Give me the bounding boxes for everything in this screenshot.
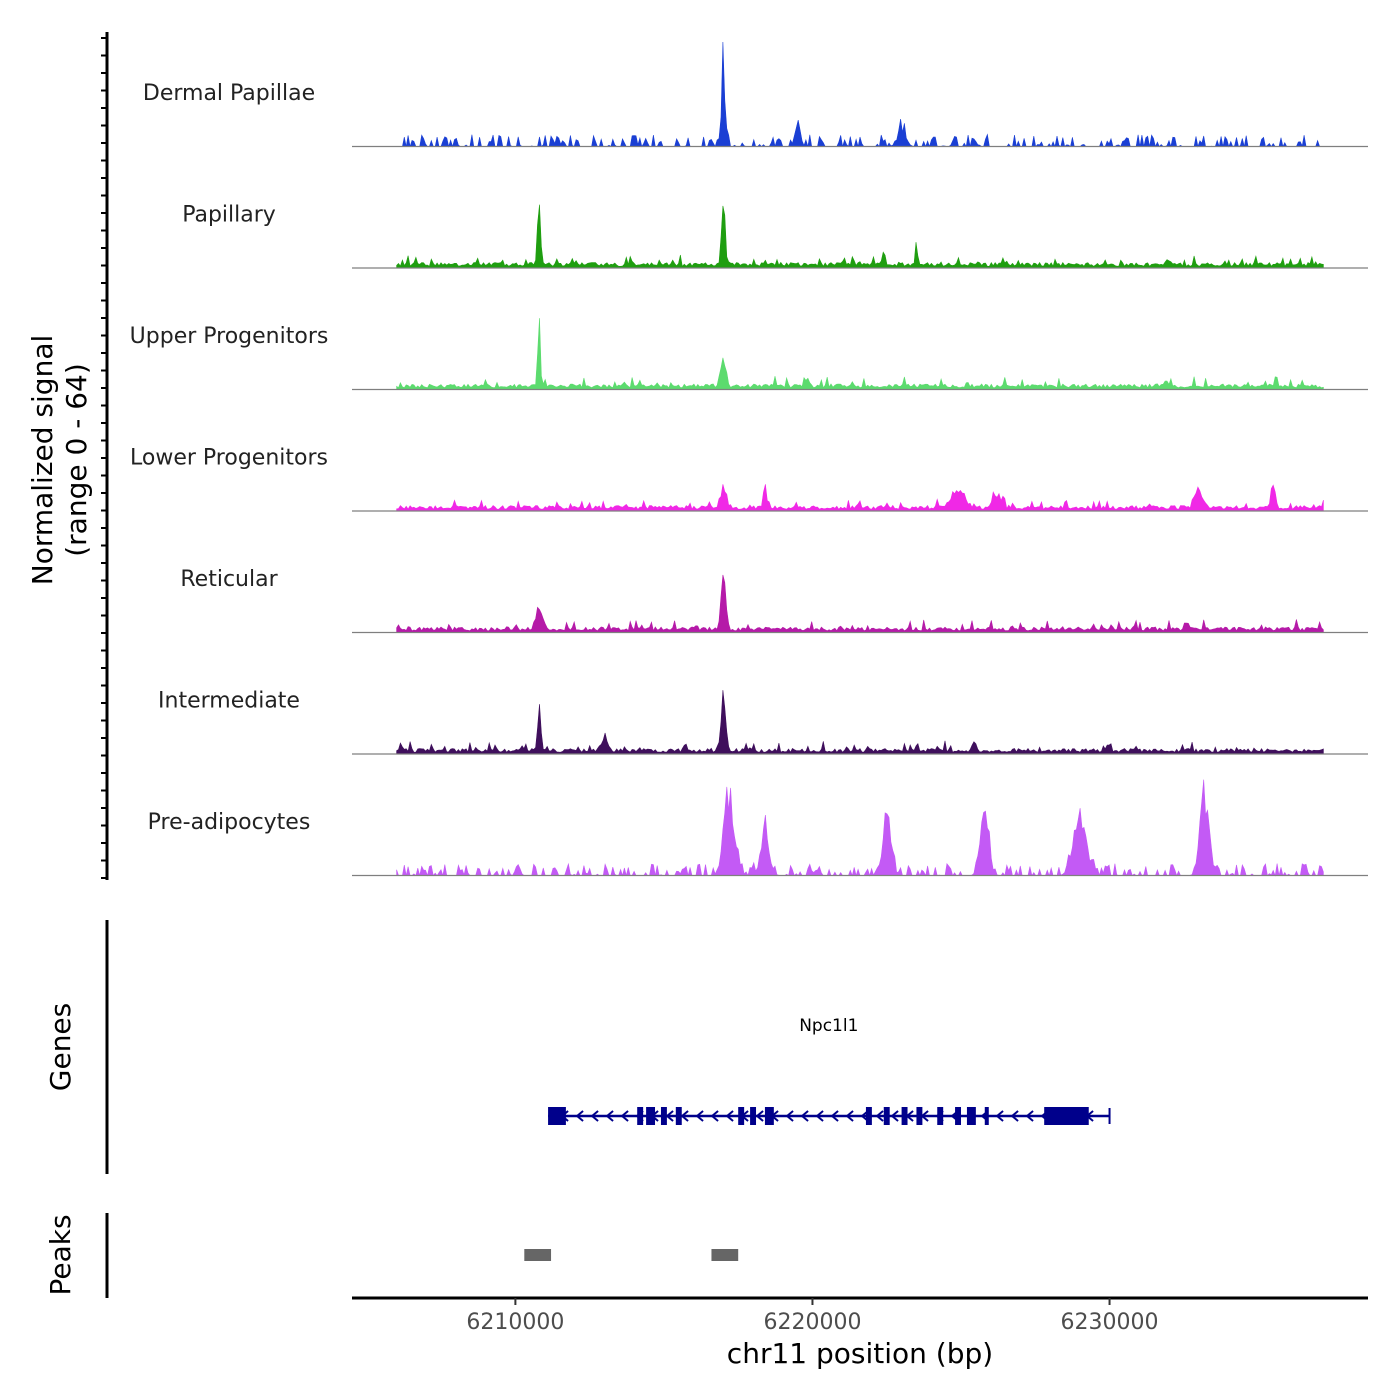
track-papillary: Papillary	[182, 203, 1368, 269]
exon	[1044, 1107, 1089, 1125]
strand-arrow	[695, 1110, 704, 1122]
strand-arrow	[575, 1110, 584, 1122]
strand-arrow	[1010, 1110, 1019, 1122]
strand-arrow	[710, 1110, 719, 1122]
exon	[901, 1107, 908, 1125]
coverage-area	[396, 690, 1324, 755]
exon	[937, 1107, 944, 1125]
gene-track: Npc1l1	[548, 1016, 1111, 1125]
exon	[883, 1107, 890, 1125]
exon	[764, 1107, 774, 1125]
track-label: Papillary	[182, 203, 276, 228]
exon	[660, 1107, 667, 1125]
track-label: Intermediate	[158, 689, 300, 714]
signal-y-axis-ticks	[101, 37, 107, 879]
coverage-area	[396, 204, 1324, 269]
track-label: Reticular	[180, 567, 278, 592]
strand-arrow	[875, 1110, 884, 1122]
x-tick-label: 6220000	[763, 1310, 861, 1335]
coverage-area	[396, 484, 1324, 512]
strand-arrow	[800, 1110, 809, 1122]
strand-arrow	[995, 1110, 1004, 1122]
exon	[916, 1107, 923, 1125]
coverage-area	[396, 318, 1324, 390]
y-axis-title-line1: Normalized signal	[26, 335, 59, 586]
strand-arrow	[815, 1110, 824, 1122]
exon	[646, 1107, 656, 1125]
track-label: Pre-adipocytes	[148, 810, 311, 835]
x-tick-label: 6230000	[1061, 1310, 1159, 1335]
exon	[675, 1107, 682, 1125]
coverage-area	[396, 41, 1324, 148]
exon	[738, 1107, 745, 1125]
track-reticular: Reticular	[180, 567, 1368, 634]
strand-arrow	[680, 1110, 689, 1122]
exon	[966, 1107, 976, 1125]
x-tick-label: 6210000	[466, 1310, 564, 1335]
x-axis-ticks: 6210000 6220000 6230000	[466, 1298, 1159, 1335]
coverage-area	[396, 574, 1324, 633]
peak-region	[711, 1249, 739, 1261]
track-label: Upper Progenitors	[130, 324, 329, 349]
x-axis-title: chr11 position (bp)	[727, 1337, 993, 1370]
peak-region	[524, 1249, 552, 1261]
exon	[637, 1107, 644, 1125]
strand-arrow	[605, 1110, 614, 1122]
track-upper-progenitors: Upper Progenitors	[130, 318, 1368, 391]
genes-track-title: Genes	[44, 1003, 77, 1091]
gene-model: Npc1l1	[548, 1016, 1111, 1125]
exon	[750, 1107, 757, 1125]
y-axis-title-line2: (range 0 - 64)	[60, 363, 93, 557]
track-label: Dermal Papillae	[143, 81, 315, 106]
exon	[865, 1107, 872, 1125]
peak-track	[524, 1249, 739, 1261]
strand-arrow	[620, 1110, 629, 1122]
strand-arrow	[830, 1110, 839, 1122]
strand-arrow	[725, 1110, 734, 1122]
track-dermal-papillae: Dermal Papillae	[143, 41, 1368, 148]
signal-tracks: Dermal Papillae Papillary Upper Progenitor…	[130, 41, 1368, 877]
exon	[955, 1107, 962, 1125]
coverage-area	[396, 779, 1324, 877]
strand-arrow	[755, 1110, 764, 1122]
peaks-track-title: Peaks	[44, 1214, 77, 1295]
exon	[984, 1107, 989, 1125]
y-axis-title: Normalized signal (range 0 - 64)	[26, 335, 93, 586]
strand-arrow	[665, 1110, 674, 1122]
track-pre-adipocytes: Pre-adipocytes	[148, 779, 1368, 877]
strand-arrow	[785, 1110, 794, 1122]
strand-arrow	[590, 1110, 599, 1122]
strand-arrow	[1025, 1110, 1034, 1122]
track-label: Lower Progenitors	[130, 446, 328, 471]
strand-arrow	[845, 1110, 854, 1122]
exon	[548, 1107, 566, 1125]
track-lower-progenitors: Lower Progenitors	[130, 446, 1368, 512]
track-intermediate: Intermediate	[158, 689, 1368, 755]
gene-label: Npc1l1	[799, 1016, 858, 1036]
strand-arrow	[890, 1110, 899, 1122]
